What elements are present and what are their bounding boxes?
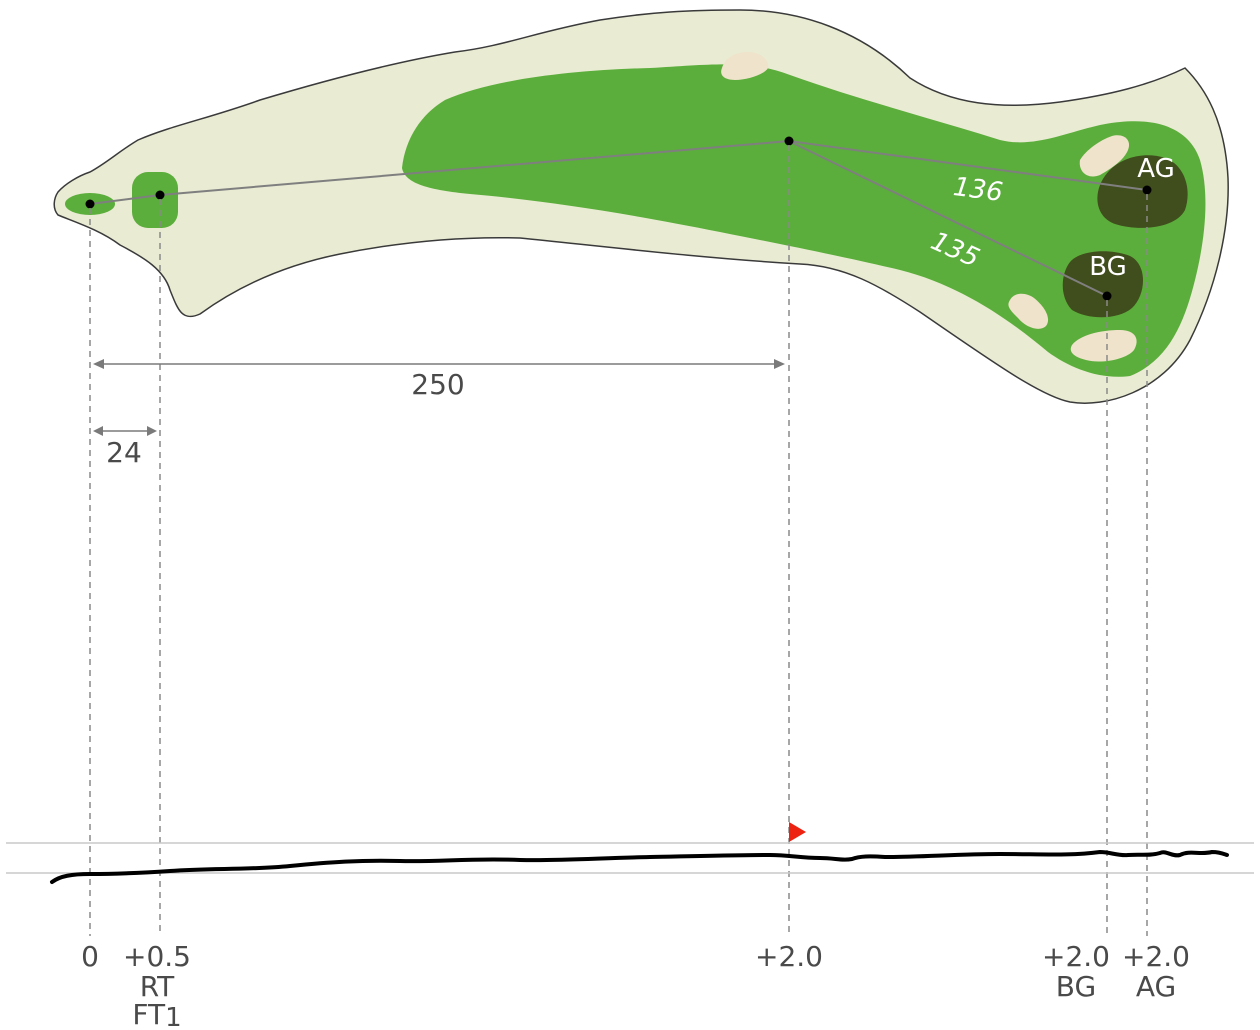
ag-map-label: AG [1137,154,1174,184]
front-tee-point [155,190,165,200]
measure-250-label: 250 [411,368,464,401]
elevation-profile-line [50,850,1229,884]
green-label-ag: AG [1136,970,1176,1003]
green-ag [1097,155,1188,228]
front-tee-box [132,172,178,228]
flag-icon [789,822,806,842]
back-tee-point [85,199,95,209]
bunker-bg-bottom [1070,330,1137,362]
landing-point [784,136,794,146]
landing-to-bg-line [788,140,1108,297]
bg-pin-point [1102,291,1112,301]
measure-250-arrow-right [774,359,785,369]
elevation-ag: +2.0 [1122,940,1190,973]
tee-label-rt: RT [140,970,175,1003]
bunker-top [721,52,769,80]
tee-label-ft-sub: 1 [165,1003,182,1030]
green-bg [1062,251,1143,318]
tee-label-ft-prefix: FT [132,998,166,1030]
measure-24-label: 24 [106,436,142,469]
elevation-bg: +2.0 [1042,940,1110,973]
bg-map-label: BG [1089,252,1127,282]
landing-to-ag-line [788,140,1148,191]
elevation-back-tee: 0 [81,940,99,973]
ag-pin-point [1142,185,1152,195]
measure-24-arrow-right [147,426,157,436]
elevation-front-tee: +0.5 [123,940,191,973]
green-label-bg: BG [1056,970,1096,1003]
elevation-landing: +2.0 [755,940,823,973]
measure-24-arrow-left [93,426,103,436]
measure-250-arrow-left [93,359,104,369]
fairway-area [402,64,1206,377]
distance-to-ag: 136 [952,172,1005,208]
bunker-ag-left [1079,135,1130,177]
bunker-bg-left [1008,293,1049,329]
tee-label-ft: FT1 [132,998,181,1030]
